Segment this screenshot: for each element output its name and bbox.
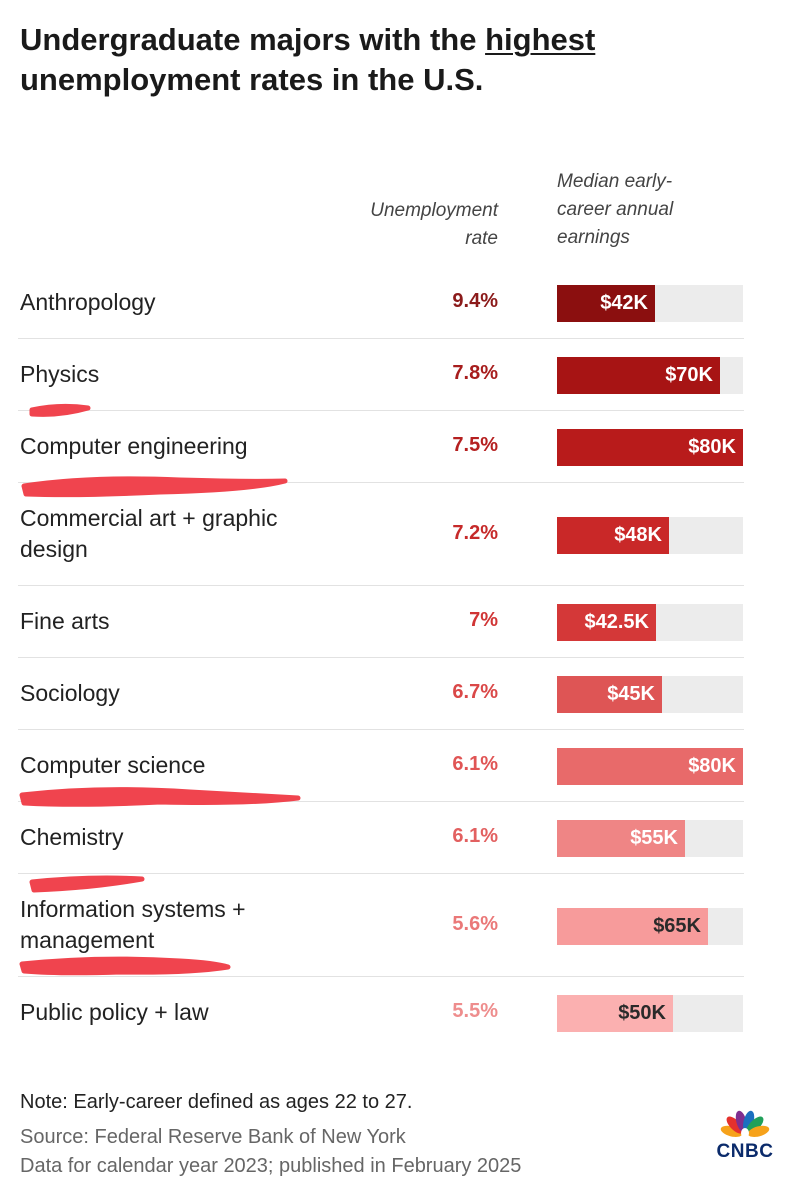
table-row: Computer engineering 7.5% $80K xyxy=(18,411,744,483)
earnings-bar: $48K xyxy=(557,516,669,554)
peacock-icon xyxy=(720,1110,770,1138)
major-name: Public policy + law xyxy=(20,999,209,1025)
title-emphasis: highest xyxy=(485,22,596,57)
footnote: Note: Early-career defined as ages 22 to… xyxy=(20,1091,413,1113)
earnings-bar: $42.5K xyxy=(557,604,656,641)
table-row: Sociology 6.7% $45K xyxy=(18,658,744,730)
page-title: Undergraduate majors with the highest un… xyxy=(20,22,596,97)
earnings-label: $50K xyxy=(618,1002,666,1024)
table-row: Chemistry 6.1% $55K xyxy=(18,802,744,874)
earnings-label: $65K xyxy=(653,914,701,937)
peacock-feather xyxy=(747,1125,770,1137)
earnings-column-header: Median early- career annual earnings xyxy=(557,171,674,248)
major-name: Commercial art + graphic design xyxy=(20,505,278,562)
table-row: Information systems + management 5.6% $65K xyxy=(18,874,744,977)
major-name: Computer engineering xyxy=(20,433,248,459)
earnings-bar-track: $65K xyxy=(557,907,743,945)
table-row: Physics 7.8% $70K xyxy=(18,339,744,411)
table-row: Public policy + law 5.5% $50K xyxy=(18,977,744,1049)
unemployment-rate: 5.6% xyxy=(452,912,498,935)
peacock-body xyxy=(741,1128,749,1138)
major-name: Chemistry xyxy=(20,824,124,850)
table-row: Computer science 6.1% $80K xyxy=(18,730,744,802)
table-row: Fine arts 7% $42.5K xyxy=(18,586,744,658)
earnings-label: $42K xyxy=(600,292,648,314)
unemployment-rate: 5.5% xyxy=(452,1000,498,1022)
unemployment-rate: 7.2% xyxy=(452,521,498,544)
earnings-bar: $80K xyxy=(557,429,743,466)
earnings-label: $55K xyxy=(630,827,678,849)
rate-column-header: Unemployment rate xyxy=(370,200,498,249)
unemployment-rate: 9.4% xyxy=(452,290,498,312)
cnbc-logo: CNBC xyxy=(712,1102,778,1163)
major-name: Physics xyxy=(20,361,100,387)
earnings-bar-track: $42.5K xyxy=(557,604,743,641)
earnings-bar-track: $45K xyxy=(557,676,743,713)
major-name: Computer science xyxy=(20,752,206,778)
peacock-feather xyxy=(746,1116,764,1134)
earnings-label: $42.5K xyxy=(584,611,650,633)
earnings-label: $80K xyxy=(688,436,736,458)
major-name: Information systems + management xyxy=(20,896,246,953)
unemployment-rate: 6.7% xyxy=(452,681,498,703)
major-name: Fine arts xyxy=(20,608,110,634)
earnings-bar: $65K xyxy=(557,907,708,945)
earnings-label: $70K xyxy=(665,364,713,386)
earnings-bar-track: $55K xyxy=(557,820,743,857)
unemployment-rate: 6.1% xyxy=(452,753,498,775)
earnings-bar-track: $80K xyxy=(557,429,743,466)
unemployment-rate: 7.8% xyxy=(452,362,498,384)
unemployment-rate: 7% xyxy=(469,609,498,631)
table-row: Anthropology 9.4% $42K xyxy=(18,267,744,339)
earnings-label: $48K xyxy=(614,523,662,546)
unemployment-rate: 7.5% xyxy=(452,434,498,456)
earnings-bar-track: $80K xyxy=(557,748,743,785)
earnings-bar: $45K xyxy=(557,676,662,713)
earnings-bar-track: $42K xyxy=(557,285,743,322)
major-name: Anthropology xyxy=(20,289,156,315)
major-name: Sociology xyxy=(20,680,120,706)
table-row: Commercial art + graphic design 7.2% $48K xyxy=(18,483,744,586)
earnings-label: $80K xyxy=(688,755,736,777)
peacock-feather xyxy=(726,1116,744,1134)
earnings-bar: $50K xyxy=(557,995,673,1032)
earnings-bar-track: $70K xyxy=(557,357,743,394)
source-text: Source: Federal Reserve Bank of New York… xyxy=(20,1126,522,1177)
earnings-bar: $55K xyxy=(557,820,685,857)
unemployment-rate: 6.1% xyxy=(452,825,498,847)
earnings-label: $45K xyxy=(607,683,655,705)
earnings-bar: $42K xyxy=(557,285,655,322)
earnings-bar-track: $48K xyxy=(557,516,743,554)
earnings-bar: $70K xyxy=(557,357,720,394)
earnings-bar: $80K xyxy=(557,748,743,785)
earnings-bar-track: $50K xyxy=(557,995,743,1032)
